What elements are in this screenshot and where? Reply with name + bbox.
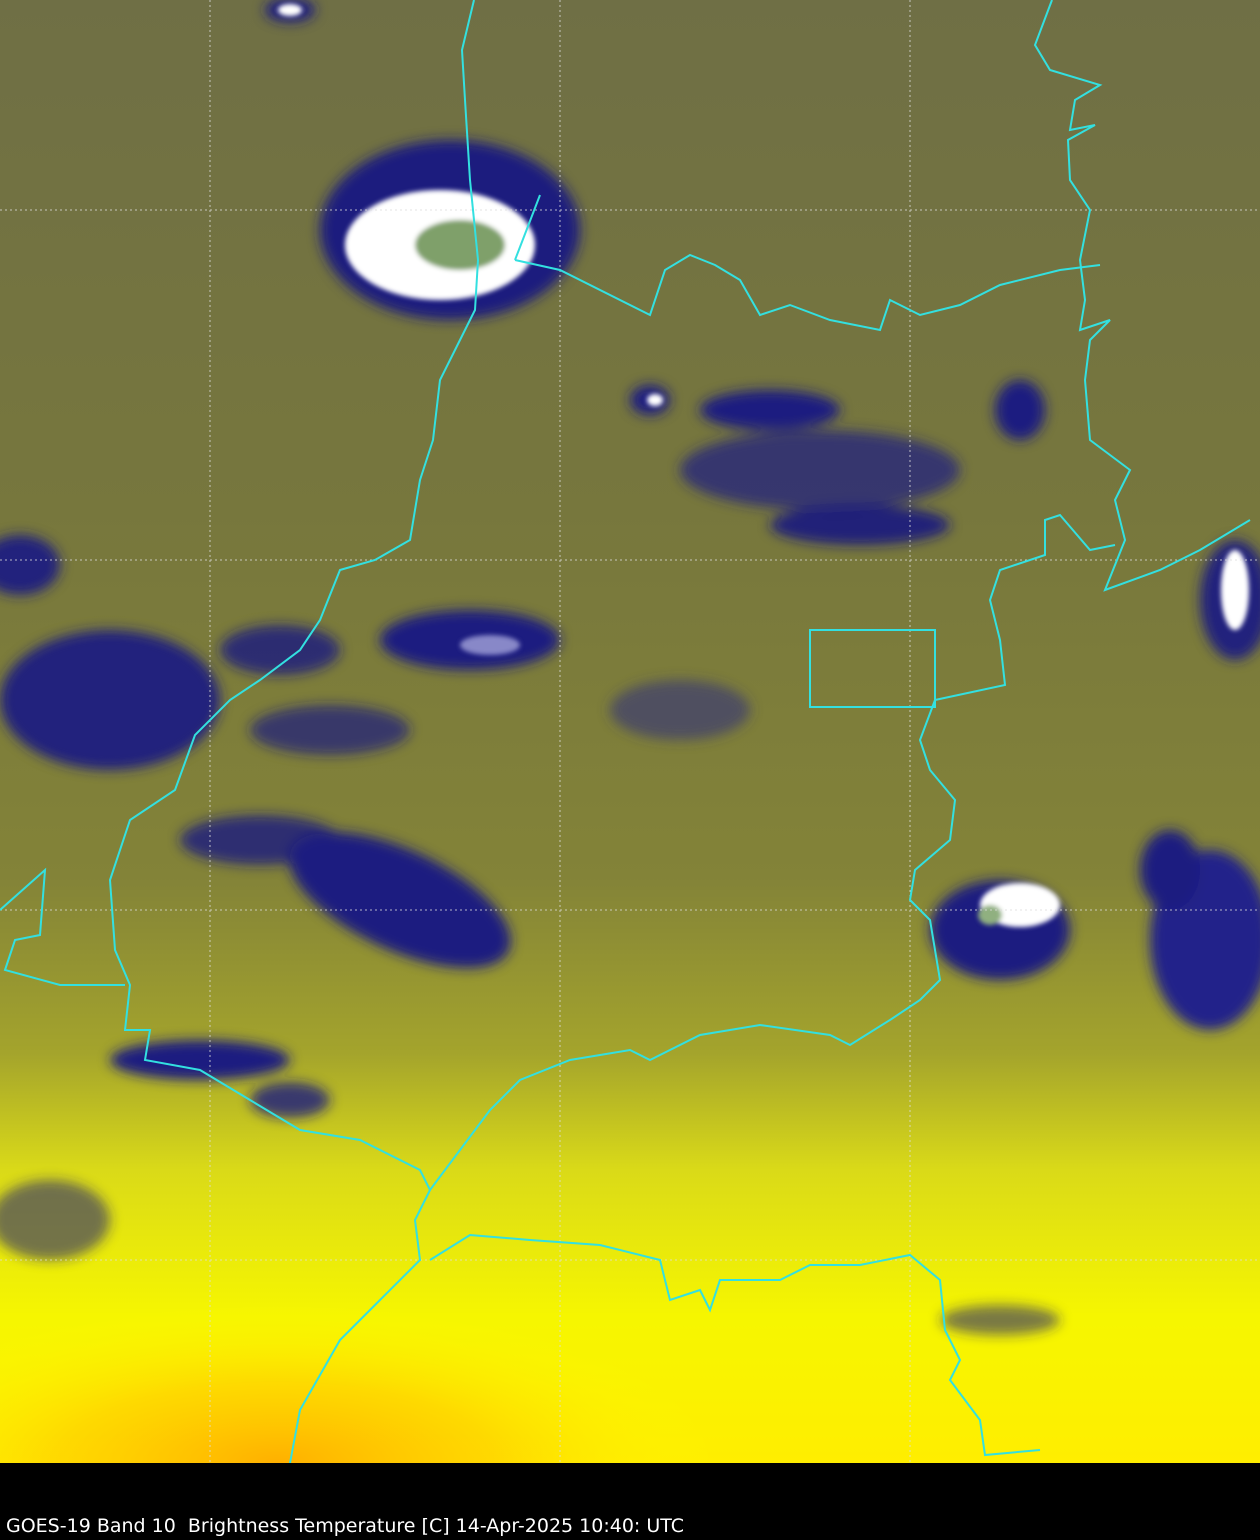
cold-cloud-tops	[278, 4, 1249, 927]
satellite-map	[0, 0, 1260, 1463]
political-borders	[0, 0, 1251, 1463]
image-caption: GOES-19 Band 10 Brightness Temperature […	[6, 1515, 685, 1537]
grid-lines	[0, 0, 1260, 1463]
